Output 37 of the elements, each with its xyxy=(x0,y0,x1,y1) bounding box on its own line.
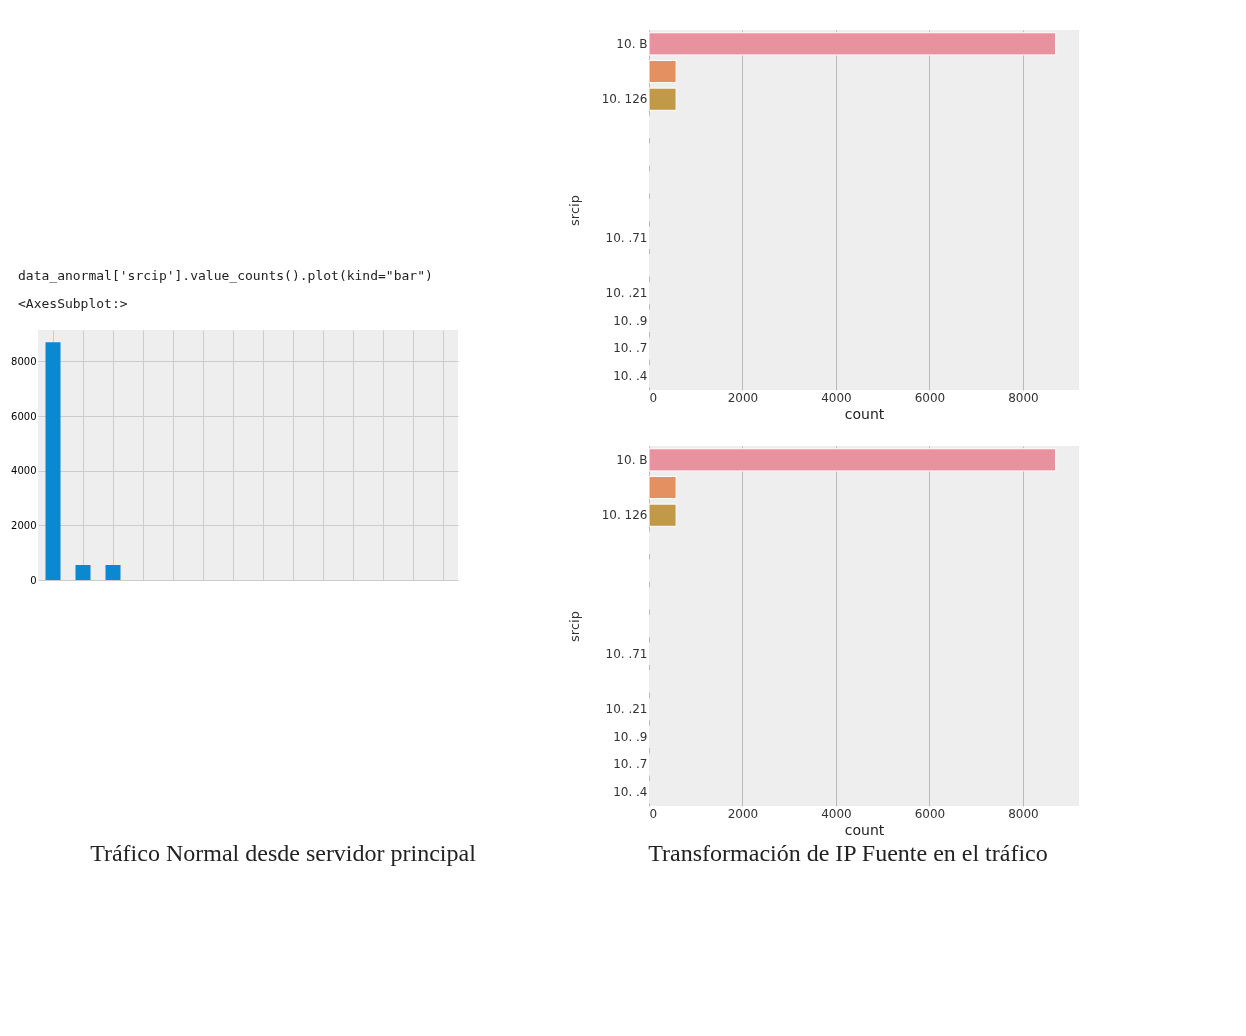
y-tick-label: 10. .71 xyxy=(605,646,648,661)
y-tick-label: 10. .9 xyxy=(613,313,648,328)
x-tick-label: 4000 xyxy=(821,390,852,405)
x-tick-label: 8000 xyxy=(1008,390,1039,405)
text: <AxesSubplot:> xyxy=(18,296,128,312)
x-tick-label: 8000 xyxy=(1008,806,1039,821)
x-tick-label: 2000 xyxy=(727,390,759,405)
y-tick-label: 10. .9 xyxy=(613,729,648,744)
y-tick-label: 10. 126 xyxy=(601,508,648,523)
x-tick-label: 0 xyxy=(649,806,658,821)
y-tick-label: 10. .21 xyxy=(605,286,648,301)
y-tick-label: 0 xyxy=(30,574,37,586)
y-tick-label: 10. .7 xyxy=(613,757,648,772)
x-tick-label: 6000 xyxy=(914,806,946,821)
y-tick-label: 8000 xyxy=(11,355,37,367)
y-tick-label: 10. .4 xyxy=(613,369,648,384)
text: Tráfico Normal desde servidor principal xyxy=(90,840,477,867)
x-tick-label: 6000 xyxy=(914,390,946,405)
x-tick-label: 2000 xyxy=(727,806,759,821)
x-tick-label: 4000 xyxy=(821,806,852,821)
y-tick-label: 10. 126 xyxy=(601,92,648,107)
y-tick-label: 10. .71 xyxy=(605,230,648,245)
x-axis-title: count xyxy=(844,405,885,422)
x-axis-title: count xyxy=(844,821,885,838)
text: data_anormal['srcip'].value_counts().plot(kind="bar") xyxy=(18,267,433,283)
y-tick-label: 2000 xyxy=(11,519,37,531)
y-tick-label: 10. B xyxy=(616,452,648,467)
y-tick-label: 4000 xyxy=(11,465,37,477)
y-tick-label: 10. .7 xyxy=(613,341,648,356)
y-axis-title: srcip xyxy=(567,611,583,642)
x-tick-label: 0 xyxy=(649,390,658,405)
text: Transformación de IP Fuente en el tráfico xyxy=(648,840,1048,867)
y-tick-label: 10. .21 xyxy=(605,702,648,717)
y-tick-label: 6000 xyxy=(11,410,37,422)
y-tick-label: 10. .4 xyxy=(613,785,648,800)
y-axis-title: srcip xyxy=(567,195,583,226)
y-tick-label: 10. B xyxy=(616,36,648,51)
